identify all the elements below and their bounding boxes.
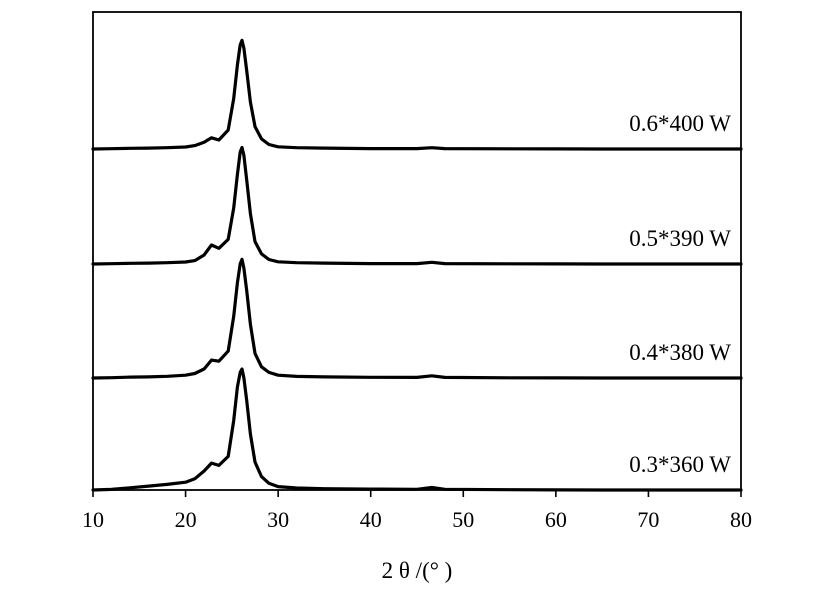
x-tick-label: 50 — [452, 507, 474, 532]
x-tick-label: 80 — [730, 507, 752, 532]
series-label: 0.4*380 W — [629, 340, 731, 365]
x-tick-label: 20 — [175, 507, 197, 532]
x-tick-label: 30 — [267, 507, 289, 532]
series-label: 0.3*360 W — [629, 452, 731, 477]
x-tick-label: 40 — [360, 507, 382, 532]
x-tick-label: 60 — [545, 507, 567, 532]
series-line — [91, 367, 743, 492]
x-tick-label: 10 — [82, 507, 104, 532]
x-tick-label: 70 — [637, 507, 659, 532]
series-label: 0.6*400 W — [629, 111, 731, 136]
series-line — [91, 38, 743, 151]
series-line — [91, 257, 743, 380]
x-axis-tick-labels: 10 20 30 40 50 60 70 80 — [82, 507, 752, 532]
x-axis-title: 2 θ /(° ) — [382, 558, 453, 583]
series-label: 0.5*390 W — [629, 226, 731, 251]
series-line — [91, 145, 743, 266]
plot-frame — [92, 11, 742, 491]
series-labels: 0.6*400 W 0.5*390 W 0.4*380 W 0.3*360 W — [629, 111, 731, 477]
series-curves — [91, 38, 743, 492]
